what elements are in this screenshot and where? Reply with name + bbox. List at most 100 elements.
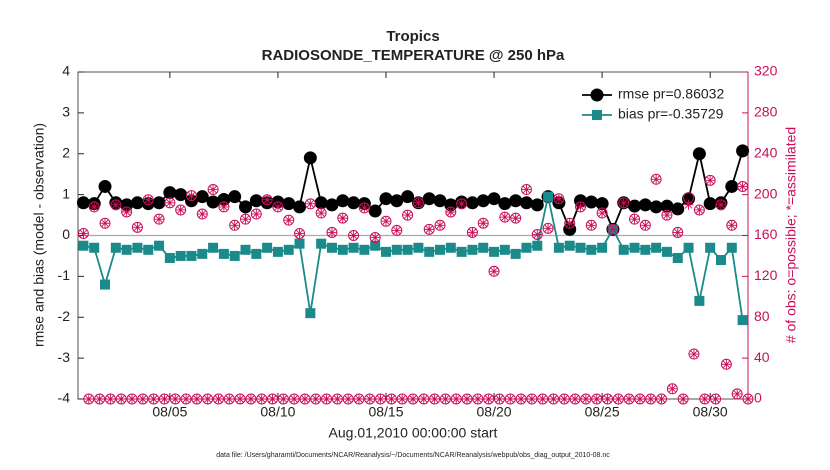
rmse-marker [509, 194, 523, 208]
assimilated-marker [132, 222, 143, 233]
rmse-marker [671, 202, 685, 216]
bias-marker [521, 242, 532, 253]
assimilated-marker [208, 184, 219, 195]
assimilated-marker [645, 394, 656, 404]
assimilated-marker [651, 174, 662, 185]
assimilated-marker [472, 394, 483, 404]
rmse-marker [390, 194, 404, 208]
bias-marker [251, 248, 262, 259]
assimilated-marker [391, 225, 402, 236]
assimilated-marker [181, 394, 192, 404]
rmse-marker [239, 200, 252, 214]
y2-tick-label: 80 [754, 308, 770, 324]
assimilated-marker [272, 201, 283, 212]
assimilated-marker [505, 394, 516, 404]
rmse-marker [401, 190, 415, 204]
rmse-marker [487, 192, 501, 206]
assimilated-marker [548, 394, 559, 404]
y2-tick-label: 200 [754, 185, 778, 201]
assimilated-marker [667, 383, 678, 394]
bias-marker [262, 242, 273, 253]
y2-tick-label: 0 [754, 390, 762, 406]
bias-marker [208, 242, 219, 253]
rmse-marker [368, 204, 382, 218]
assimilated-marker [235, 394, 246, 404]
legend-label: bias pr=-0.35729 [618, 106, 724, 122]
assimilated-marker [688, 349, 699, 360]
rmse-marker [206, 195, 220, 209]
y2-axis-label: # of obs: o=possible; *=assimilated [783, 127, 799, 343]
bias-marker [326, 242, 337, 253]
assimilated-marker [353, 394, 364, 404]
bias-marker [543, 191, 554, 202]
assimilated-marker [218, 201, 229, 212]
assimilated-marker [94, 394, 105, 404]
assimilated-marker [332, 394, 343, 404]
assimilated-marker [100, 218, 111, 229]
assimilated-marker [256, 394, 267, 404]
rmse-marker [325, 198, 339, 212]
x-tick-label: 08/15 [368, 404, 403, 420]
assimilated-marker [526, 394, 537, 404]
rmse-marker [422, 192, 436, 206]
y2-tick-label: 40 [754, 349, 770, 365]
bias-marker [240, 244, 251, 255]
bias-marker [402, 244, 413, 255]
rmse-marker [703, 197, 717, 211]
rmse-marker [174, 188, 188, 202]
chart-subtitle: RADIOSONDE_TEMPERATURE @ 250 hPa [262, 47, 565, 64]
rmse-marker [638, 198, 652, 212]
assimilated-marker [343, 394, 354, 404]
assimilated-marker [245, 394, 256, 404]
y2-tick-label: 240 [754, 144, 778, 160]
assimilated-marker [543, 223, 554, 234]
footnote: data file: /Users/gharamti/Documents/NCA… [216, 452, 610, 459]
assimilated-marker [127, 394, 138, 404]
y2-tick-label: 120 [754, 267, 778, 283]
bias-marker [564, 240, 575, 251]
assimilated-marker [516, 394, 527, 404]
assimilated-marker [672, 227, 683, 238]
assimilated-marker [121, 206, 132, 217]
assimilated-marker [607, 224, 618, 235]
chart-title: Tropics [386, 28, 439, 45]
assimilated-marker [305, 198, 316, 209]
assimilated-marker [299, 394, 310, 404]
bias-marker [575, 242, 586, 253]
bias-marker [197, 248, 208, 259]
assimilated-marker [402, 210, 413, 221]
y-tick-label: 3 [62, 104, 70, 120]
assimilated-marker [575, 201, 586, 212]
assimilated-marker [148, 394, 159, 404]
assimilated-marker [553, 193, 564, 204]
x-tick-label: 08/25 [585, 404, 620, 420]
rmse-marker [725, 179, 739, 193]
bias-marker [175, 250, 186, 261]
bias-marker [597, 242, 608, 253]
bias-marker [499, 244, 510, 255]
assimilated-marker [656, 394, 667, 404]
bias-marker [78, 240, 89, 251]
bias-marker [186, 250, 197, 261]
assimilated-marker [661, 210, 672, 221]
bias-marker [478, 242, 489, 253]
y-tick-label: -2 [58, 308, 71, 324]
y-tick-label: -4 [58, 390, 71, 406]
assimilated-marker [110, 199, 121, 210]
bias-marker [445, 242, 456, 253]
bias-marker [435, 244, 446, 255]
rmse-marker [130, 196, 144, 210]
assimilated-marker [624, 394, 635, 404]
assimilated-marker [726, 220, 737, 231]
assimilated-marker [89, 201, 100, 212]
bias-marker [694, 295, 705, 306]
assimilated-marker [478, 218, 489, 229]
assimilated-marker [267, 394, 278, 404]
assimilated-marker [251, 209, 262, 220]
rmse-marker [433, 194, 447, 208]
assimilated-marker [629, 214, 640, 225]
bias-marker [305, 308, 316, 319]
assimilated-marker [375, 394, 386, 404]
rmse-marker [590, 88, 604, 102]
assimilated-marker [640, 220, 651, 231]
